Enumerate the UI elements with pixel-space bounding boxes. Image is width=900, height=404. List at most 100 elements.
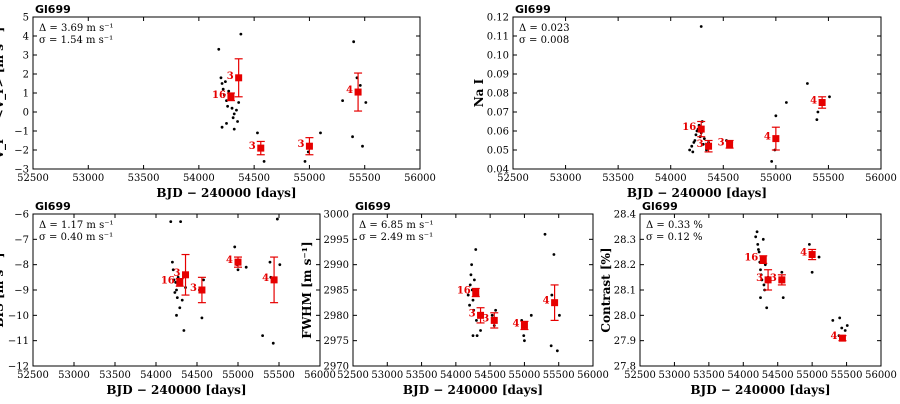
x-tick-label: 54500	[762, 370, 794, 381]
x-tick-label: 56000	[404, 173, 436, 184]
data-point	[806, 82, 809, 85]
y-tick-label: −6	[14, 210, 29, 221]
data-point	[472, 278, 476, 282]
data-point	[219, 76, 223, 80]
data-point	[232, 112, 236, 116]
data-point	[522, 334, 526, 337]
data-point	[261, 334, 264, 337]
binned-point	[305, 142, 313, 150]
bin-count-label: 3	[190, 283, 197, 294]
bin-count-label: 16	[682, 122, 696, 133]
data-point	[828, 95, 831, 99]
binned-point	[477, 311, 485, 319]
binned-point	[520, 321, 528, 329]
x-tick-label: 54000	[440, 370, 472, 381]
data-point	[810, 270, 814, 274]
y-tick-label: 3	[23, 51, 29, 62]
data-point	[468, 283, 472, 287]
data-point	[217, 47, 221, 51]
data-point	[175, 313, 178, 317]
y-tick-label: 0.11	[487, 32, 509, 43]
data-point	[175, 288, 178, 292]
y-axis-label: Na I	[472, 78, 486, 107]
y-tick-label: 27.8	[614, 362, 636, 373]
x-tick-label: 55500	[813, 173, 845, 184]
data-point	[220, 82, 224, 85]
data-point	[220, 125, 224, 129]
y-tick-label: −7	[14, 235, 29, 246]
data-point	[693, 139, 697, 142]
y-tick-label: 5	[23, 13, 29, 24]
data-point	[169, 220, 173, 224]
data-point	[691, 150, 695, 154]
data-point	[558, 313, 561, 317]
binned-point	[778, 276, 786, 284]
data-point	[358, 84, 362, 87]
x-tick-label: 56000	[865, 173, 897, 184]
bin-count-label: 3	[469, 308, 476, 319]
binned-point	[472, 289, 480, 297]
y-tick-label: 2980	[324, 311, 349, 322]
data-point	[178, 306, 182, 310]
data-point	[232, 127, 236, 131]
x-tick-label: 53500	[602, 173, 634, 184]
chart-vr: Gl699 52500 53000 53500 54000 54500 55000 55500…	[0, 3, 436, 200]
y-tick-label: 0.04	[487, 165, 509, 176]
bin-count-label: 4	[800, 248, 807, 259]
data-point	[468, 303, 471, 307]
chart-nai: Gl699 52500 53000 53500 54000 54500 55000 55500…	[472, 3, 897, 200]
data-point	[202, 278, 205, 282]
x-tick-label: 53000	[72, 173, 104, 184]
data-point	[529, 313, 533, 317]
data-point	[231, 116, 235, 120]
bin-count-label: 3	[697, 139, 704, 150]
data-point	[225, 99, 228, 102]
data-point	[200, 316, 204, 320]
binned-point	[257, 144, 265, 152]
data-point	[762, 283, 766, 287]
chart-title: Gl699	[35, 200, 71, 213]
y-axis-label: V_r − <V_r> [m s⁻¹]	[0, 27, 7, 161]
data-point	[550, 293, 554, 297]
bin-count-label: 3	[756, 273, 763, 284]
y-tick-label: 0.12	[487, 13, 509, 24]
y-tick-label: −3	[14, 165, 29, 176]
x-tick-label: 52500	[497, 173, 529, 184]
x-tick-label: 53000	[659, 370, 691, 381]
data-point	[757, 250, 761, 254]
y-tick-label: 3000	[324, 210, 349, 221]
bin-count-label: 4	[830, 331, 837, 342]
stat-annotation: σ = 1.54 m s⁻¹	[39, 35, 113, 46]
binned-point	[182, 271, 190, 279]
x-tick-label: 53500	[693, 370, 725, 381]
y-tick-label: 28.1	[614, 286, 636, 297]
y-tick-label: 4	[23, 32, 29, 43]
chart-title: Gl699	[35, 3, 71, 16]
data-point	[759, 296, 762, 299]
stat-annotation: Δ = 1.17 m s⁻¹	[39, 220, 113, 231]
y-tick-label: −8	[14, 260, 29, 271]
chart-bis: Gl699 52500 53000 53500 54000 54500 55000 55500…	[0, 200, 336, 397]
x-tick-label: 55000	[294, 173, 326, 184]
data-point	[341, 99, 344, 102]
x-tick-label: 55500	[349, 173, 381, 184]
y-tick-label: 28.2	[614, 260, 636, 271]
data-point	[702, 137, 706, 141]
data-point	[180, 298, 184, 302]
x-tick-label: 55500	[263, 370, 295, 381]
y-axis-label: BIS [m s⁻¹]	[0, 252, 6, 327]
x-tick-label: 54000	[140, 370, 172, 381]
data-point	[472, 308, 476, 312]
stat-annotation: Δ = 0.33 %	[646, 220, 703, 231]
bin-count-label: 4	[764, 132, 771, 143]
y-tick-label: 2995	[324, 235, 349, 246]
data-point	[755, 230, 759, 234]
binned-point	[234, 258, 242, 266]
bin-count-label: 3	[297, 139, 304, 150]
x-tick-label: 56000	[865, 370, 897, 381]
x-axis-label: BJD − 240000 [days]	[403, 383, 543, 397]
data-point	[239, 32, 243, 36]
binned-point	[354, 88, 362, 96]
x-axis-label: BJD − 240000 [days]	[106, 383, 246, 397]
bin-count-label: 4	[262, 273, 269, 284]
